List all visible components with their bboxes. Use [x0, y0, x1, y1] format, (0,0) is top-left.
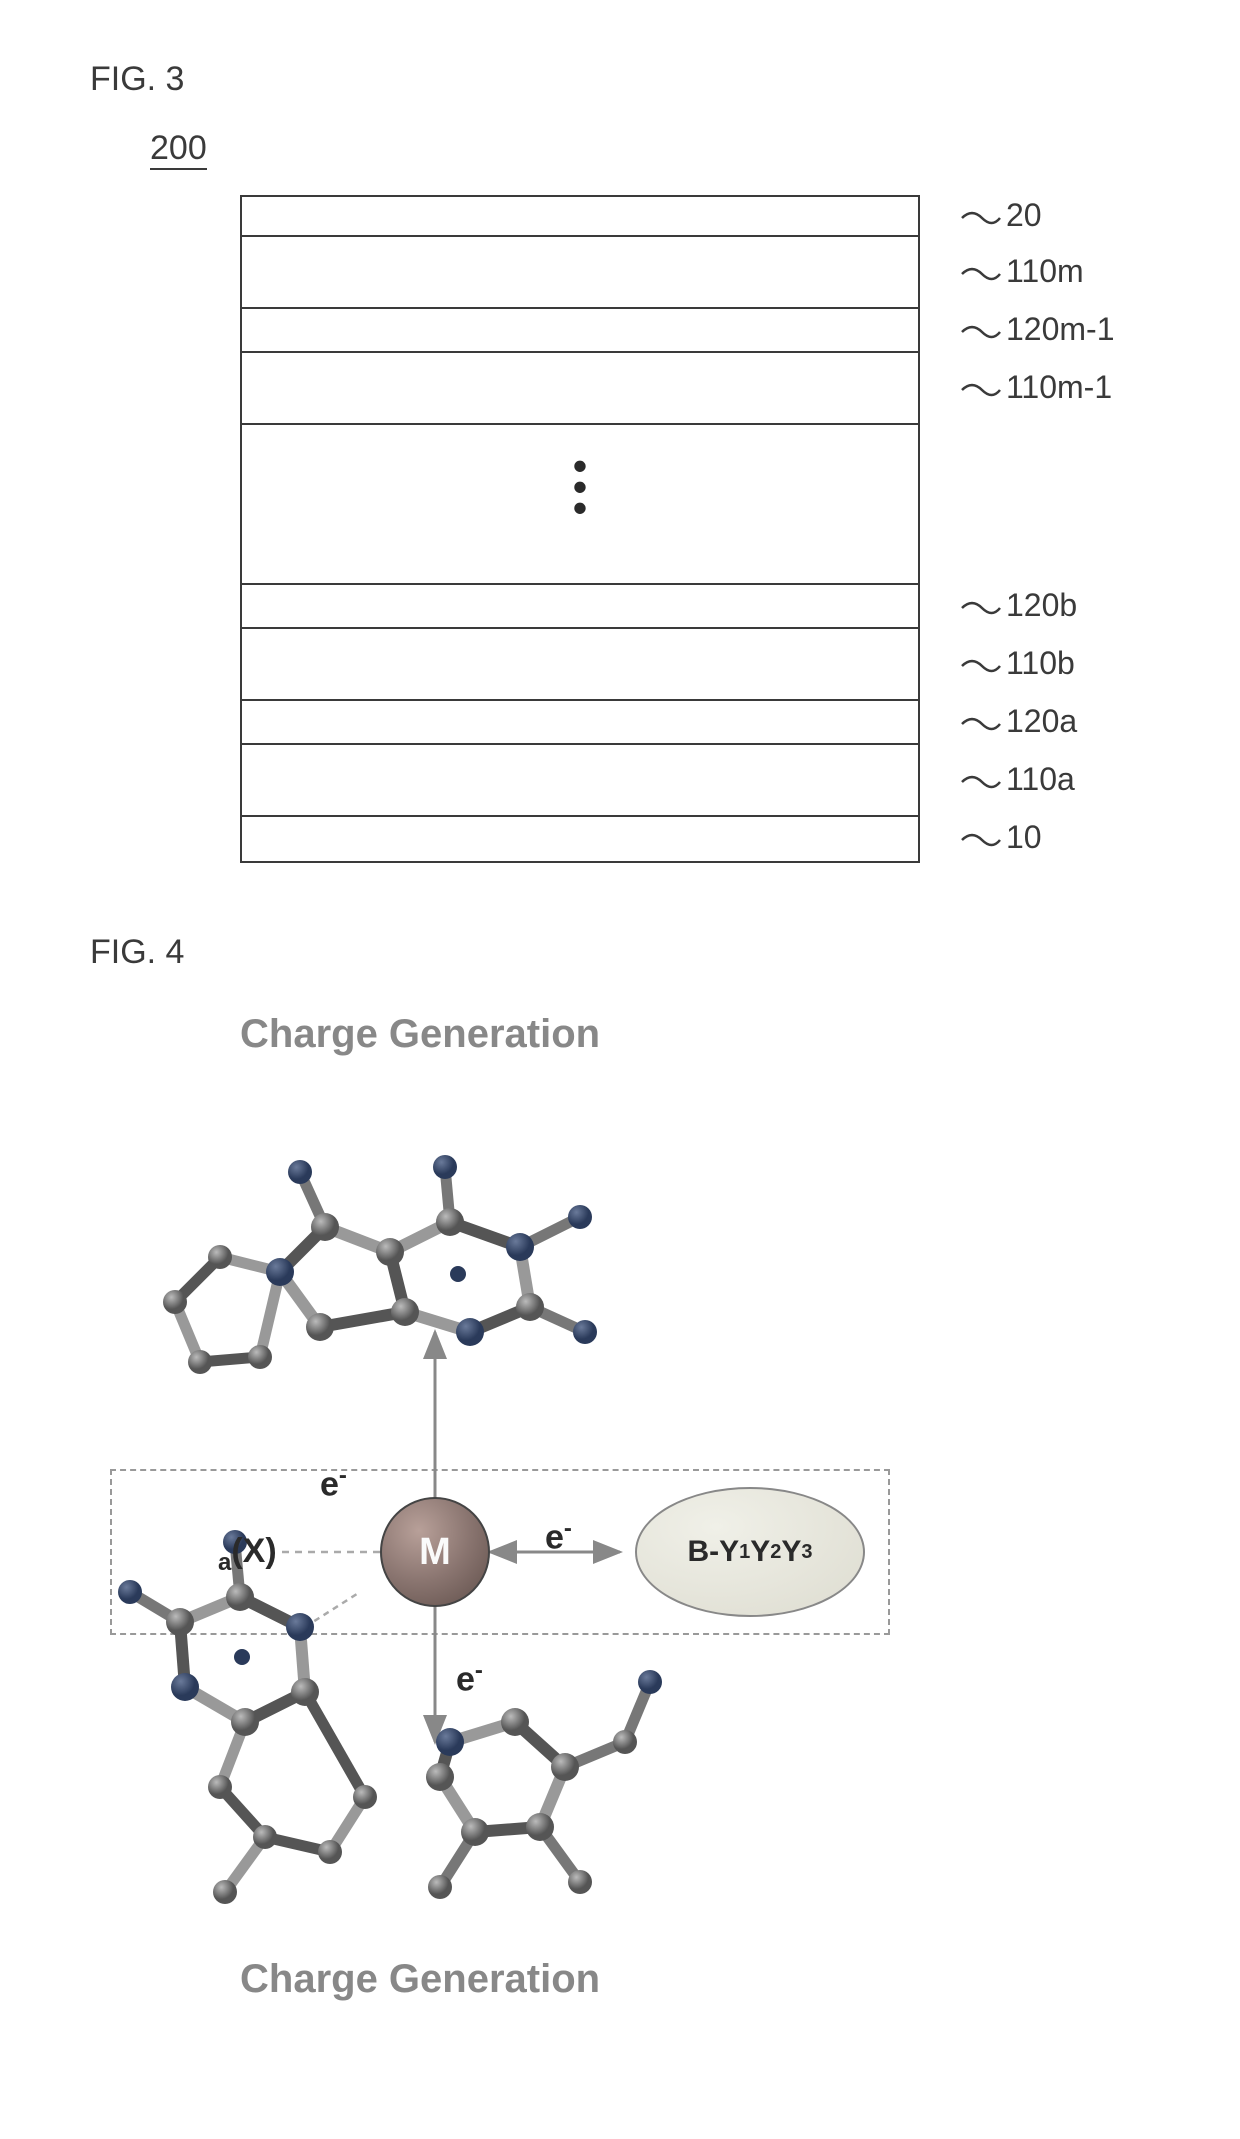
fig3-container: ••• 20 110m 120m-1 110m-1 120b 110b 120a 110a 10 — [240, 195, 1150, 863]
layer-label: 120b — [960, 587, 1077, 624]
fig4-label: FIG. 4 — [90, 933, 1150, 972]
layer-row — [242, 353, 918, 425]
tilde-icon — [960, 712, 1002, 732]
fig4-container: Charge Generation — [90, 1002, 910, 2002]
m-circle: M — [380, 1497, 490, 1607]
e-minus-bottom: e- — [456, 1657, 483, 1699]
layer-row — [242, 309, 918, 353]
tilde-icon — [960, 262, 1002, 282]
layer-label: 110a — [960, 761, 1075, 798]
tilde-icon — [960, 770, 1002, 790]
layer-row — [242, 629, 918, 701]
tilde-icon — [960, 596, 1002, 616]
layer-row — [242, 745, 918, 817]
layer-stack: ••• — [240, 195, 920, 863]
layer-label: 110m-1 — [960, 369, 1112, 406]
ax-label: a(X) — [218, 1532, 277, 1577]
tilde-icon — [960, 378, 1002, 398]
layer-label: 10 — [960, 819, 1042, 856]
charge-gen-bottom-label: Charge Generation — [240, 1957, 600, 2002]
layer-row — [242, 237, 918, 309]
layer-label: 20 — [960, 197, 1042, 234]
layer-row — [242, 585, 918, 629]
tilde-icon — [960, 828, 1002, 848]
by-ellipse: B-Y1Y2Y3 — [635, 1487, 865, 1617]
fig3-number: 200 — [150, 129, 207, 170]
e-minus-right: e- — [545, 1515, 572, 1557]
layer-row — [242, 197, 918, 237]
tilde-icon — [960, 654, 1002, 674]
tilde-icon — [960, 320, 1002, 340]
e-minus-left: e- — [320, 1462, 347, 1504]
layer-label: 110b — [960, 645, 1075, 682]
layer-row — [242, 701, 918, 745]
tilde-icon — [960, 206, 1002, 226]
layer-row: ••• — [242, 425, 918, 585]
fig3-label: FIG. 3 — [90, 60, 1150, 99]
layer-label: 120m-1 — [960, 311, 1115, 348]
layer-row — [242, 817, 918, 861]
charge-gen-top-label: Charge Generation — [240, 1012, 600, 1057]
layer-label: 120a — [960, 703, 1077, 740]
layer-label: 110m — [960, 253, 1084, 290]
vdots-icon: ••• — [242, 425, 918, 548]
